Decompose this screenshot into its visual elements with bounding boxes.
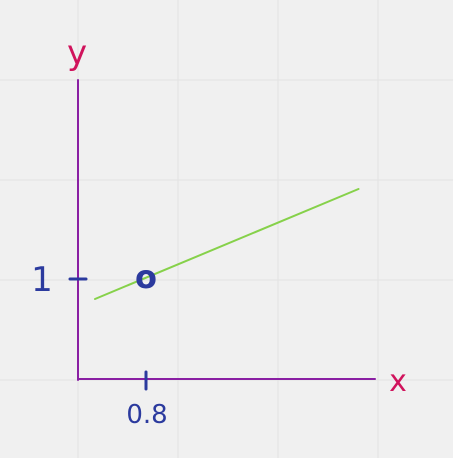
- annotation-layer: o: [135, 258, 157, 296]
- series-layer: [94, 188, 360, 300]
- point-annotation: o: [135, 258, 157, 296]
- x-axis-label: x: [389, 364, 407, 399]
- series-line: [94, 188, 360, 300]
- y-axis-label: y: [67, 33, 87, 73]
- y-tick-label: 1: [31, 260, 53, 300]
- tick-marks: 0.81: [31, 260, 168, 430]
- x-tick-label: 0.8: [126, 400, 167, 430]
